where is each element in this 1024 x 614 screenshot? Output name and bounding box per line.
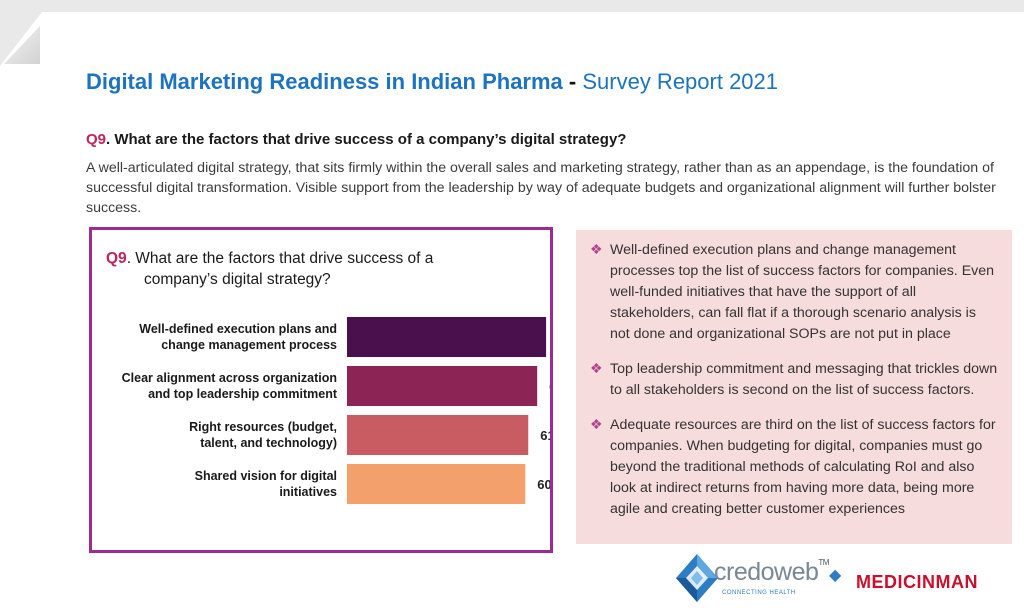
category-label-line: initiatives [279,485,337,499]
chart-question-line2: company’s digital strategy? [144,271,331,288]
category-label-line: Well-defined execution plans and [139,322,337,336]
category-label-4: Shared vision for digital initiatives [195,469,337,499]
credoweb-logo: credowebTM◆ CONNECTING HEALTH [674,552,841,612]
bar-value-label-3: 61% [540,428,550,443]
question-number: Q9 [86,131,107,148]
chart-question-line1: . What are the factors that drive succes… [126,250,434,267]
page-title: Digital Marketing Readiness in Indian Ph… [86,69,778,95]
title-main: Digital Marketing Readiness in Indian Ph… [86,69,563,94]
bar-value-label-4: 60% [537,477,550,492]
credoweb-tagline: CONNECTING HEALTH [722,590,796,596]
category-label-line: talent, and technology) [200,436,337,450]
insight-item: ❖ Well-defined execution plans and change… [588,240,998,345]
bar-3 [347,415,529,455]
insight-item: ❖ Top leadership commitment and messaging… [588,359,998,401]
chart-question: Q9. What are the factors that drive succ… [106,248,526,290]
credoweb-diamond-icon [676,554,718,602]
category-label-line: and top leadership commitment [148,387,338,401]
medicinman-logo: MEDICINMAN [856,572,978,592]
intro-paragraph: A well-articulated digital strategy, tha… [86,160,996,216]
category-label-1: Well-defined execution plans and change m… [139,322,337,352]
category-label-3: Right resources (budget, talent, and tech… [189,420,337,450]
category-label-line: Clear alignment across organization [122,371,337,385]
category-label-line: Right resources (budget, [189,420,337,434]
credoweb-trademark: TM [818,558,829,567]
credoweb-wordmark: credowebTM◆ [714,558,841,586]
question-heading: Q9. What are the factors that drive succ… [86,131,626,148]
category-label-line: Shared vision for digital [195,469,337,483]
bar-4 [347,464,526,504]
report-page: Digital Marketing Readiness in Indian Ph… [0,12,1024,614]
insight-text: Adequate resources are third on the list… [610,417,996,517]
insights-panel: ❖ Well-defined execution plans and change… [576,230,1012,544]
diamond-bullet-icon: ❖ [590,360,603,376]
insight-text: Top leadership commitment and messaging … [610,361,998,398]
credoweb-small-diamond-icon: ◆ [828,567,841,584]
chart-question-number: Q9 [106,250,127,267]
diamond-bullet-icon: ❖ [590,416,603,432]
diamond-bullet-icon: ❖ [590,241,603,257]
bar-2 [347,366,538,406]
bar-chart: 67%Well-defined execution plans andchang… [122,317,550,504]
category-label-line: change management process [161,338,337,352]
insight-item: ❖ Adequate resources are third on the lis… [588,415,998,520]
category-label-2: Clear alignment across organization and t… [122,371,338,401]
bar-value-label-2: 64% [549,379,550,394]
chart-panel: Q9. What are the factors that drive succ… [89,227,553,553]
title-separator: - [562,69,583,94]
bar-1 [347,317,547,357]
title-subtitle: Survey Report 2021 [582,69,779,94]
insight-text: Well-defined execution plans and change … [610,242,995,342]
question-text: . What are the factors that drive succes… [106,131,627,148]
